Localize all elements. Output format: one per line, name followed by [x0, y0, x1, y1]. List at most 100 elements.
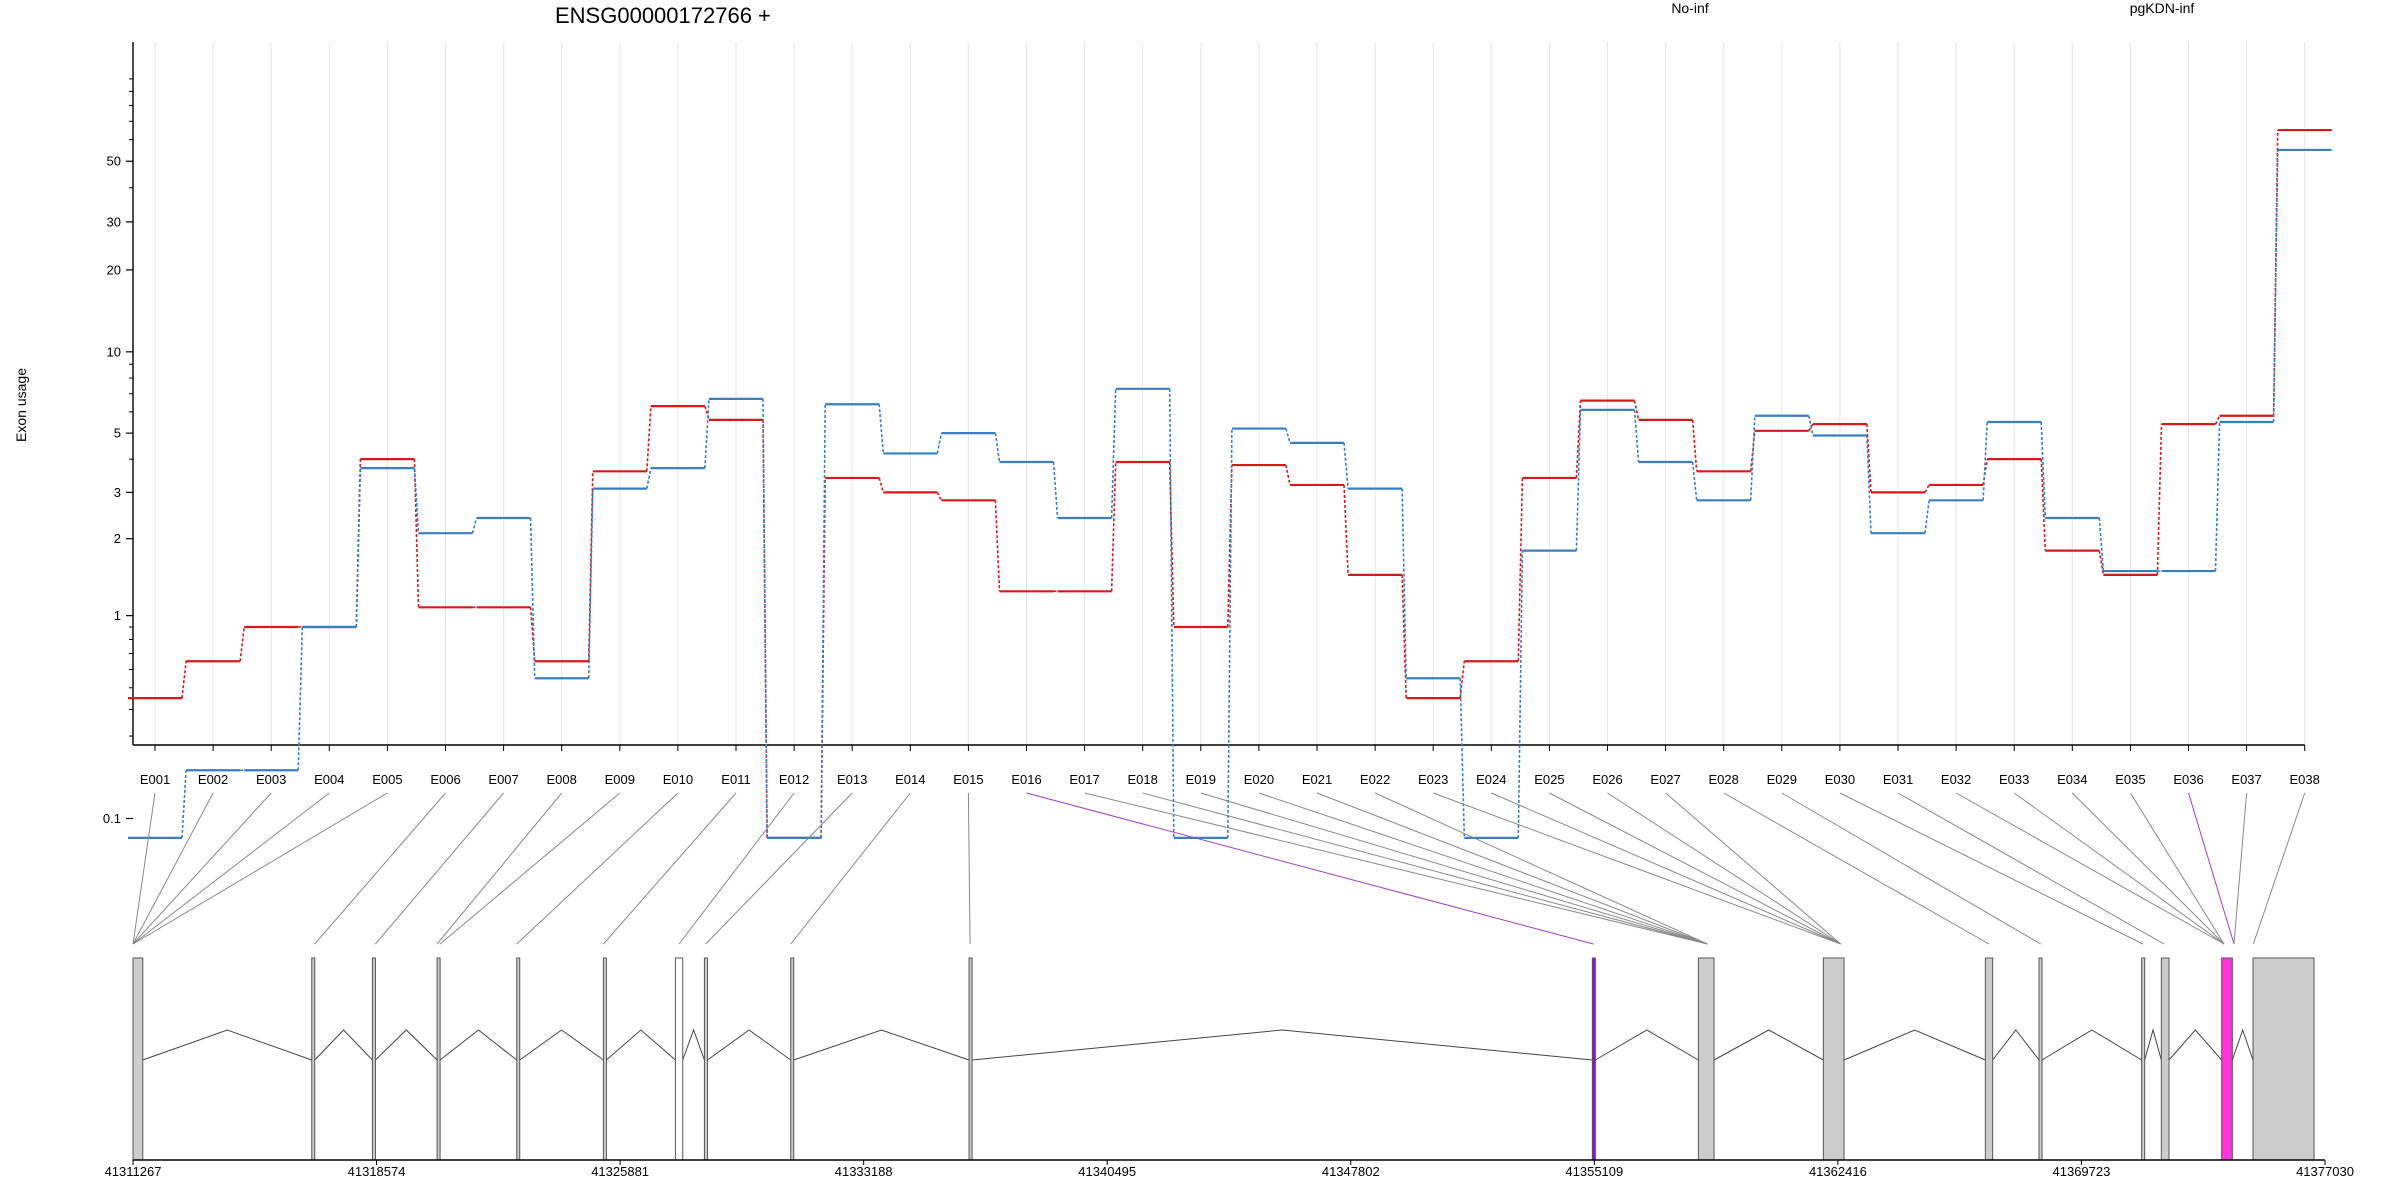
- series-connector: [239, 626, 245, 662]
- exon-connector: [967, 792, 971, 945]
- x-tick-label: E001: [140, 772, 170, 787]
- exon-connector: [2013, 792, 2225, 945]
- series-connector: [704, 398, 710, 469]
- series-connector: [1982, 421, 1988, 501]
- exon-block: [1984, 957, 1994, 1161]
- x-tick-label: E036: [2173, 772, 2203, 787]
- series-connector: [1633, 400, 1640, 421]
- x-tick-label: E008: [547, 772, 577, 787]
- exon-connector: [1258, 792, 1708, 945]
- x-tick-label: E006: [430, 772, 460, 787]
- intron: [2168, 1029, 2223, 1061]
- axes: [132, 42, 2305, 746]
- genomic-tick-label: 41377030: [2296, 1164, 2354, 1179]
- intron: [793, 1029, 970, 1061]
- exon-connector: [132, 792, 388, 945]
- series-connector: [1343, 442, 1349, 489]
- x-tick-label: E021: [1302, 772, 1332, 787]
- chart-title: ENSG00000172766 +: [555, 3, 771, 28]
- exon-connector: [678, 792, 795, 945]
- y-axis-label: Exon usage: [13, 368, 29, 442]
- x-tick-label: E026: [1592, 772, 1622, 787]
- series-connector: [878, 404, 885, 454]
- exon-connector: [132, 792, 330, 945]
- series-connector: [1285, 464, 1291, 486]
- series-connector: [1808, 423, 1814, 432]
- series-connector: [1517, 550, 1524, 838]
- series-connector: [2214, 415, 2221, 425]
- x-tick-label: E007: [488, 772, 518, 787]
- x-tick-labels: E001 E002 E003 E004 E005 E006 E007 E008 E009 E010…: [140, 745, 2320, 787]
- series-connector: [1866, 435, 1872, 534]
- x-tick-label: E029: [1767, 772, 1797, 787]
- genomic-tick-label: 41311267: [105, 1164, 162, 1179]
- intron: [606, 1029, 676, 1061]
- series-connector: [762, 398, 768, 838]
- y-tick-label: 10: [107, 344, 121, 359]
- exon-block: [703, 957, 708, 1161]
- intron: [682, 1028, 705, 1061]
- intron: [2144, 1028, 2162, 1061]
- intron: [519, 1029, 604, 1061]
- genomic-axis: 41311267 41318574 41325881 41333188 41340495…: [105, 1160, 2354, 1179]
- y-tick-label: 30: [107, 214, 121, 229]
- series-connector: [2156, 424, 2163, 575]
- x-tick-label: E004: [314, 772, 344, 787]
- series-connector: [529, 517, 536, 679]
- exon-block: [674, 957, 684, 1161]
- series-connector: [936, 491, 943, 501]
- legend-no-inf: No-inf: [1671, 0, 1708, 16]
- series-connector: [413, 468, 420, 534]
- series-connector: [1343, 484, 1349, 575]
- y-tick-label: 5: [114, 426, 121, 441]
- series-no-inf: [128, 128, 2332, 839]
- exon-connector: [132, 792, 272, 945]
- legend-pgkdn-inf: pgKDN-inf: [2130, 0, 2195, 16]
- genomic-tick-label: 41318574: [348, 1164, 406, 1179]
- x-tick-label: E031: [1883, 772, 1913, 787]
- exon-block: [516, 957, 521, 1161]
- exon-block: [790, 957, 795, 1161]
- series-connector: [587, 471, 594, 662]
- exon-block: [2252, 957, 2315, 1161]
- x-tick-label: E022: [1360, 772, 1390, 787]
- exon-connector: [436, 792, 563, 945]
- series-connector: [820, 404, 826, 838]
- intron: [1713, 1029, 1824, 1061]
- intron: [2231, 1028, 2254, 1061]
- exon-connector: [1607, 792, 1841, 945]
- x-tick-label: E009: [605, 772, 635, 787]
- series-connector: [1401, 488, 1407, 679]
- x-tick-label: E030: [1825, 772, 1855, 787]
- x-tick-label: E010: [663, 772, 693, 787]
- series-connector: [2272, 130, 2279, 416]
- series-connector: [2214, 421, 2221, 572]
- intron: [439, 1029, 518, 1061]
- x-tick-label: E002: [198, 772, 228, 787]
- x-tick-label: E034: [2057, 772, 2087, 787]
- series-connector: [936, 432, 943, 454]
- exon-connector: [1084, 792, 1708, 945]
- exon-connector: [1955, 792, 2225, 945]
- y-tick-label: 50: [107, 154, 121, 169]
- exon-connector: [1316, 792, 1708, 945]
- intron: [1992, 1029, 2040, 1061]
- exon-block: [602, 957, 607, 1161]
- intron: [972, 1029, 1593, 1061]
- exon-connector: [790, 792, 911, 945]
- series-connector: [587, 488, 594, 679]
- x-tick-label: E035: [2115, 772, 2145, 787]
- series-connector: [646, 406, 652, 472]
- exon-block: [1591, 957, 1596, 1161]
- y-tick-label: 0.1: [103, 811, 121, 826]
- exon-connector: [132, 792, 214, 945]
- x-tick-label: E027: [1650, 772, 1680, 787]
- exon-connector: [2233, 792, 2248, 945]
- exon-block: [2141, 957, 2146, 1161]
- x-tick-label: E024: [1476, 772, 1506, 787]
- series-lines: [128, 128, 2332, 839]
- series-connector: [2040, 421, 2047, 518]
- series-connector: [181, 770, 187, 838]
- exon-connector: [1665, 792, 1842, 945]
